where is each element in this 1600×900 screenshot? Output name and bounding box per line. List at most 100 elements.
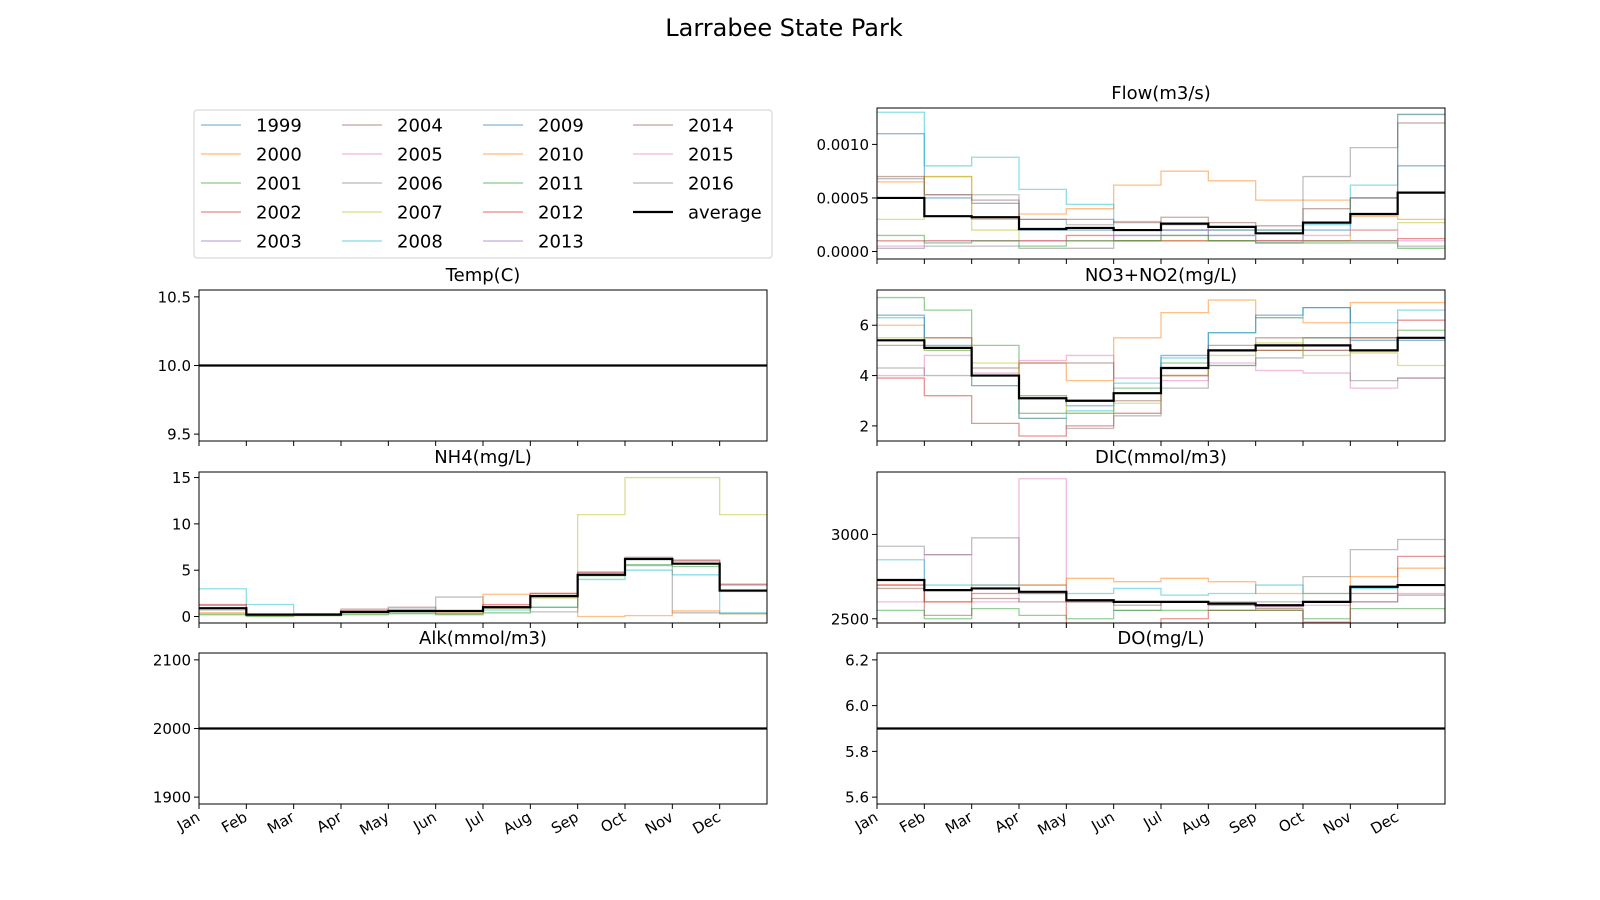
x-tick-label: Feb (218, 808, 250, 837)
x-tick-label: May (356, 808, 392, 839)
panel-temp: Temp(C) 9.5 10.0 10.5 (158, 265, 768, 446)
series-group (199, 476, 767, 618)
y-tick-label: 2100 (153, 651, 191, 669)
legend-entry-2007: 2007 (342, 203, 443, 224)
series-line-2011 (877, 608, 1445, 620)
panel-title: NO3+NO2(mg/L) (1085, 265, 1237, 286)
y-tick-label: 2 (859, 417, 869, 435)
x-tick-label: May (1034, 808, 1070, 839)
panel-do: DO(mg/L) 5.6 5.8 6.0 6.2 Jan Feb Mar Apr May Jun Ju… (845, 628, 1446, 839)
series-line-average (877, 578, 1445, 607)
legend-label: average (688, 203, 762, 224)
x-tick-label: Jun (410, 808, 440, 836)
panel-title: DO(mg/L) (1117, 628, 1204, 649)
legend-label: 2007 (397, 203, 443, 224)
x-tick-label: Dec (690, 808, 724, 838)
legend-label: 2006 (397, 174, 443, 195)
x-tick-label: Sep (1226, 808, 1259, 838)
legend-entry-2006: 2006 (342, 174, 443, 195)
legend-label: 2011 (538, 174, 584, 195)
x-tick-label: Mar (264, 807, 298, 837)
series-line-2006 (877, 537, 1445, 611)
legend-entry-2008: 2008 (342, 232, 443, 253)
legend-entry-2013: 2013 (483, 232, 584, 253)
legend-entry-2011: 2011 (483, 174, 584, 195)
panel-title: DIC(mmol/m3) (1095, 447, 1227, 468)
series-line-2014 (877, 122, 1445, 227)
x-tick-label: Jan (173, 808, 203, 836)
y-tick-label: 0.0000 (817, 243, 870, 261)
x-tick-label: Nov (1320, 808, 1354, 838)
y-tick-label: 10 (172, 515, 191, 533)
series-line-average (199, 557, 767, 616)
legend-entry-2001: 2001 (201, 174, 302, 195)
x-tick-label: Oct (1276, 808, 1308, 837)
legend-label: 2001 (256, 174, 302, 195)
panel-title: Alk(mmol/m3) (419, 628, 547, 649)
panel-no3: NO3+NO2(mg/L) 2 4 6 (859, 265, 1446, 446)
legend-entry-2000: 2000 (201, 145, 302, 166)
series-line-average (877, 191, 1445, 235)
y-tick-label: 6.0 (845, 697, 869, 715)
legend-label: 2002 (256, 203, 302, 224)
y-tick-label: 10.5 (158, 288, 191, 306)
x-tick-label: Dec (1368, 808, 1402, 838)
x-tick-label: Jul (461, 808, 487, 833)
legend-entry-2012: 2012 (483, 203, 584, 224)
y-tick-label: 2000 (153, 720, 191, 738)
y-tick-label: 0.0010 (817, 136, 870, 154)
panel-title: NH4(mg/L) (434, 447, 532, 468)
panel-title: Flow(m3/s) (1111, 83, 1211, 104)
panel-dic: DIC(mmol/m3) 2500 3000 (831, 447, 1446, 628)
legend-label: 2012 (538, 203, 584, 224)
x-tick-label: Jan (851, 808, 881, 836)
y-tick-label: 6.2 (845, 651, 869, 669)
series-group (877, 478, 1445, 623)
legend-entry-2005: 2005 (342, 145, 443, 166)
legend-label: 2010 (538, 145, 584, 166)
x-tick-label: Sep (548, 808, 581, 838)
legend-label: 2016 (688, 174, 734, 195)
y-tick-label: 5 (181, 562, 191, 580)
y-tick-label: 0.0005 (817, 189, 870, 207)
x-tick-label: Oct (598, 808, 630, 837)
x-tick-label: Jun (1088, 808, 1118, 836)
legend-entry-1999: 1999 (201, 116, 302, 137)
y-tick-label: 0 (181, 608, 191, 626)
legend-label: 2015 (688, 145, 734, 166)
y-tick-label: 4 (859, 367, 869, 385)
y-tick-label: 15 (172, 469, 191, 487)
legend: 1999 2000 2001 2002 2003 2004 2005 2006 2007 2008… (193, 109, 773, 259)
x-tick-label: Feb (896, 808, 928, 837)
panel-alk: Alk(mmol/m3) 1900 2000 2100 Jan Feb Mar Apr May J… (153, 628, 768, 839)
legend-entry-2009: 2009 (483, 116, 584, 137)
legend-entry-2016: 2016 (633, 174, 734, 195)
y-tick-label: 2500 (831, 610, 869, 628)
figure-title: Larrabee State Park (665, 14, 903, 42)
series-line-2011 (877, 234, 1445, 249)
y-tick-label: 5.6 (845, 789, 869, 807)
y-tick-label: 6 (859, 317, 869, 335)
legend-entry-2010: 2010 (483, 145, 584, 166)
series-line-average (877, 336, 1445, 402)
legend-label: 2013 (538, 232, 584, 253)
axes-frame (876, 471, 1446, 624)
series-group (877, 111, 1445, 249)
legend-label: 2003 (256, 232, 302, 253)
legend-box (193, 109, 773, 259)
legend-entry-2014: 2014 (633, 116, 734, 137)
panel-nh4: NH4(mg/L) 0 5 10 15 (172, 447, 768, 628)
legend-entry-2003: 2003 (201, 232, 302, 253)
y-tick-label: 5.8 (845, 743, 869, 761)
legend-entry-2004: 2004 (342, 116, 443, 137)
y-tick-label: 1900 (153, 789, 191, 807)
y-tick-label: 3000 (831, 526, 869, 544)
y-tick-label: 9.5 (167, 426, 191, 444)
x-tick-label: Aug (1178, 808, 1212, 838)
legend-entry-2015: 2015 (633, 145, 734, 166)
panel-flow: Flow(m3/s) 0.0000 0.0005 0.0010 (817, 83, 1446, 264)
legend-label: 2014 (688, 116, 734, 137)
legend-label: 2009 (538, 116, 584, 137)
x-tick-label: Apr (992, 807, 1024, 836)
